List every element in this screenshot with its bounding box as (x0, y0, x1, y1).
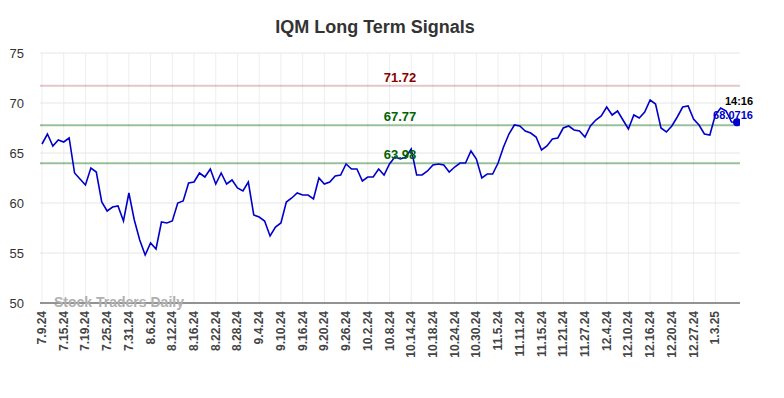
x-grid-line (584, 53, 585, 303)
x-tick-label: 8.6.24 (144, 311, 158, 345)
x-tick-label: 9.10.24 (274, 311, 288, 351)
y-tick-label: 55 (10, 246, 24, 261)
x-tick-label: 9.26.24 (339, 311, 353, 351)
y-tick-label: 60 (10, 196, 24, 211)
chart: IQM Long Term Signals 50 55 60 65 70 75 7.9.24 7… (0, 0, 784, 398)
x-grid-line (454, 53, 455, 303)
x-tick-label: 9.20.24 (317, 311, 331, 351)
y-grid-line (40, 103, 740, 104)
x-tick-label: 11.11.24 (513, 311, 527, 357)
x-tick-label: 7.9.24 (35, 311, 49, 345)
signal-line (40, 85, 740, 87)
x-tick-label: 12.10.24 (621, 311, 635, 358)
x-tick-label: 7.31.24 (122, 311, 136, 351)
watermark: Stock Traders Daily (54, 294, 184, 310)
x-grid-line (194, 53, 195, 303)
signal-label: 63.98 (384, 147, 417, 162)
x-grid-line (302, 53, 303, 303)
x-tick-label: 10.24.24 (448, 311, 462, 358)
x-tick-label: 11.27.24 (578, 311, 592, 357)
x-grid-line (85, 53, 86, 303)
x-grid-line (541, 53, 542, 303)
x-grid-line (411, 53, 412, 303)
x-tick-label: 12.27.24 (687, 311, 701, 358)
y-grid-line (40, 203, 740, 204)
signal-label: 71.72 (384, 70, 417, 85)
signal-line (40, 124, 740, 126)
x-tick-label: 12.20.24 (665, 311, 679, 358)
x-grid-line (693, 53, 694, 303)
x-tick-label: 12.16.24 (643, 311, 657, 358)
last-value-label: 68.0716 (713, 109, 753, 121)
x-grid-line (715, 53, 716, 303)
y-tick-label: 65 (10, 146, 24, 161)
x-tick-label: 10.2.24 (361, 311, 375, 351)
x-tick-label: 9.16.24 (296, 311, 310, 351)
y-grid-line (40, 53, 740, 54)
x-grid-line (671, 53, 672, 303)
time-label: 14:16 (725, 95, 753, 107)
price-line (42, 100, 737, 255)
x-tick-label: 10.8.24 (383, 311, 397, 351)
x-grid-line (150, 53, 151, 303)
x-grid-line (346, 53, 347, 303)
x-grid-line (432, 53, 433, 303)
y-tick-label: 75 (10, 46, 24, 61)
x-grid-line (606, 53, 607, 303)
x-grid-line (63, 53, 64, 303)
x-grid-line (628, 53, 629, 303)
x-grid-line (476, 53, 477, 303)
x-tick-label: 8.22.24 (209, 311, 223, 351)
x-grid-line (259, 53, 260, 303)
x-tick-label: 11.15.24 (535, 311, 549, 357)
x-tick-label: 10.14.24 (404, 311, 418, 358)
signal-label: 67.77 (384, 109, 417, 124)
x-grid-line (215, 53, 216, 303)
x-grid-line (650, 53, 651, 303)
x-tick-label: 8.12.24 (165, 311, 179, 351)
x-tick-label: 7.15.24 (57, 311, 71, 351)
x-tick-label: 9.4.24 (252, 311, 266, 345)
y-tick-label: 50 (10, 296, 24, 311)
y-tick-label: 70 (10, 96, 24, 111)
x-grid-line (324, 53, 325, 303)
x-grid-line (172, 53, 173, 303)
x-grid-line (42, 53, 43, 303)
x-grid-line (563, 53, 564, 303)
x-tick-label: 12.4.24 (600, 311, 614, 351)
x-tick-label: 7.25.24 (100, 311, 114, 351)
title: IQM Long Term Signals (275, 17, 475, 37)
x-grid-line (519, 53, 520, 303)
x-grid-line (107, 53, 108, 303)
x-tick-label: 11.5.24 (491, 311, 505, 351)
x-tick-label: 1.3.25 (708, 311, 722, 345)
x-tick-label: 7.19.24 (78, 311, 92, 351)
x-grid-line (128, 53, 129, 303)
x-grid-line (389, 53, 390, 303)
x-grid-line (498, 53, 499, 303)
x-tick-label: 8.16.24 (187, 311, 201, 351)
plot-area (40, 86, 740, 255)
x-grid-line (237, 53, 238, 303)
x-tick-label: 10.30.24 (469, 311, 483, 358)
x-grid-line (280, 53, 281, 303)
x-tick-label: 10.18.24 (426, 311, 440, 358)
x-tick-label: 11.21.24 (556, 311, 570, 357)
x-tick-label: 8.28.24 (230, 311, 244, 351)
